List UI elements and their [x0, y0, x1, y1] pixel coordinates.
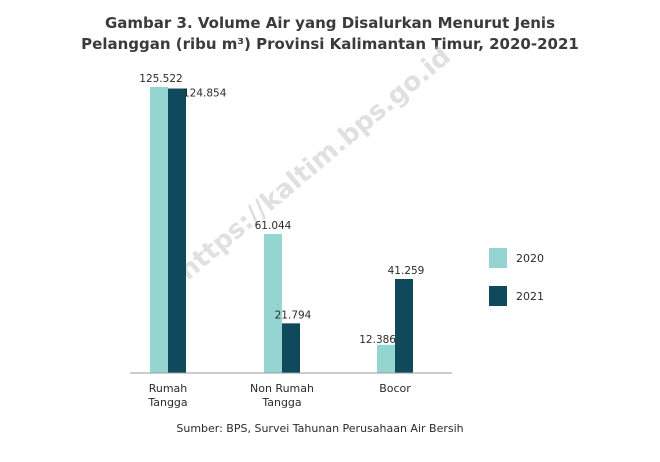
category-label-non-rumah-tangga-line-1: Non Rumah — [250, 382, 314, 395]
legend-label-2020: 2020 — [516, 252, 544, 265]
bar-2020-non-rumah-tangga — [264, 233, 282, 373]
data-label-2020-non-rumah-tangga: 61.044 — [255, 220, 292, 232]
legend-swatch-2020 — [489, 248, 507, 268]
category-label-bocor-line-1: Bocor — [379, 382, 411, 395]
source-note: Sumber: BPS, Survei Tahunan Perusahaan A… — [176, 422, 463, 435]
data-label-2020-rumah-tangga: 125.522 — [139, 73, 182, 85]
category-label-rumah-tangga-line-2: Tangga — [147, 396, 187, 409]
bar-2021-non-rumah-tangga — [282, 323, 300, 373]
legend: 2020 2021 — [489, 248, 544, 306]
legend-label-2021: 2021 — [516, 290, 544, 303]
data-label-2021-rumah-tangga: 124.854 — [183, 88, 227, 100]
category-label-non-rumah-tangga-line-2: Tangga — [261, 396, 301, 409]
bar-2021-bocor — [395, 278, 413, 373]
bar-2021-rumah-tangga — [168, 88, 186, 373]
data-label-2020-bocor: 12.386 — [359, 334, 396, 346]
data-label-2021-non-rumah-tangga: 21.794 — [275, 309, 312, 321]
category-label-rumah-tangga-line-1: Rumah — [149, 382, 188, 395]
legend-swatch-2021 — [489, 286, 507, 306]
watermark: https://kaltim.bps.go.id — [173, 41, 457, 286]
data-label-2021-bocor: 41.259 — [388, 265, 425, 277]
bar-2020-rumah-tangga — [150, 87, 168, 373]
chart-title-line-2: Pelanggan (ribu m³) Provinsi Kalimantan … — [81, 35, 579, 53]
bar-2020-bocor — [377, 344, 395, 373]
chart-title-line-1: Gambar 3. Volume Air yang Disalurkan Men… — [105, 14, 555, 32]
